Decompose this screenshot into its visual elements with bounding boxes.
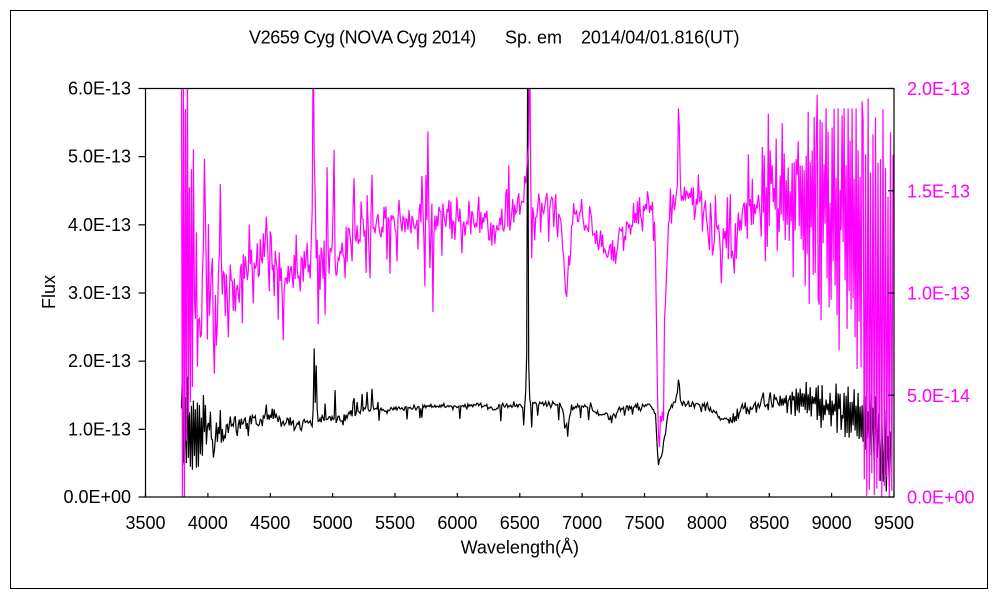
svg-text:3.0E-13: 3.0E-13 — [68, 283, 131, 303]
svg-text:Sp. em: Sp. em — [505, 28, 562, 48]
svg-text:3500: 3500 — [125, 513, 165, 533]
svg-text:6500: 6500 — [500, 513, 540, 533]
svg-text:Wavelength(Å): Wavelength(Å) — [461, 538, 579, 558]
svg-text:7000: 7000 — [562, 513, 602, 533]
svg-text:1.0E-13: 1.0E-13 — [907, 284, 970, 304]
svg-text:5.0E-14: 5.0E-14 — [907, 386, 970, 406]
svg-text:8500: 8500 — [749, 513, 789, 533]
svg-text:1.5E-13: 1.5E-13 — [907, 181, 970, 201]
svg-text:5000: 5000 — [313, 513, 353, 533]
svg-text:2.0E-13: 2.0E-13 — [68, 351, 131, 371]
svg-text:5500: 5500 — [375, 513, 415, 533]
svg-text:7500: 7500 — [624, 513, 664, 533]
svg-text:0.0E+00: 0.0E+00 — [63, 487, 131, 507]
svg-text:4000: 4000 — [188, 513, 228, 533]
svg-text:Flux: Flux — [39, 275, 59, 309]
svg-text:2014/04/01.816(UT): 2014/04/01.816(UT) — [581, 28, 739, 48]
svg-text:9000: 9000 — [812, 513, 852, 533]
svg-text:4500: 4500 — [250, 513, 290, 533]
svg-text:4.0E-13: 4.0E-13 — [68, 215, 131, 235]
svg-text:6.0E-13: 6.0E-13 — [68, 79, 131, 99]
svg-text:V2659 Cyg (NOVA Cyg 2014): V2659 Cyg (NOVA Cyg 2014) — [249, 28, 476, 48]
svg-text:2.0E-13: 2.0E-13 — [907, 79, 970, 99]
svg-text:8000: 8000 — [687, 513, 727, 533]
svg-text:1.0E-13: 1.0E-13 — [68, 419, 131, 439]
svg-text:5.0E-13: 5.0E-13 — [68, 147, 131, 167]
svg-text:6000: 6000 — [437, 513, 477, 533]
svg-text:0.0E+00: 0.0E+00 — [907, 488, 975, 508]
svg-text:9500: 9500 — [874, 513, 914, 533]
